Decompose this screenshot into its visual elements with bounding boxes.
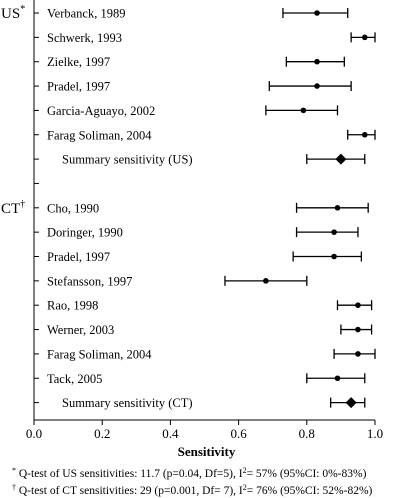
group-label-marker: * (20, 4, 25, 15)
x-tick-label: 1.0 (367, 426, 383, 441)
group-label: CT† (1, 199, 25, 217)
footnote-us-tail: = 57% (95%CI: 0%-83%) (246, 468, 367, 480)
footnote-ct: † Q-test of CT sensitivities: 29 (p=0.00… (12, 483, 372, 497)
point-estimate (331, 229, 337, 235)
study-label: Zielke, 1997 (47, 55, 110, 69)
point-estimate (361, 34, 368, 41)
summary-label: Summary sensitivity (US) (62, 153, 193, 167)
point-estimate (314, 10, 320, 16)
study-label: Rao, 1998 (47, 299, 98, 313)
x-tick-label: 0.4 (162, 426, 179, 441)
forest-plot: 0.0 0.2 0.4 0.6 0.8 1.0 Sensitivity US* Verbanck… (1, 0, 383, 459)
study-label: Doringer, 1990 (47, 226, 123, 240)
footnote-ct-superscript: 2 (242, 483, 247, 492)
group-label-text: CT (1, 201, 20, 217)
footnote-ct-text: Q-test of CT sensitivities: 29 (p=0.001,… (16, 485, 243, 497)
footnote-ct-tail: = 76% (95%CI: 52%-82%) (246, 485, 373, 497)
group-label: US* (1, 4, 25, 22)
point-estimate (331, 253, 337, 260)
study-label: Garcia-Aguayo, 2002 (47, 104, 155, 118)
x-tick-label: 0.0 (26, 426, 42, 441)
point-estimate (300, 107, 307, 114)
x-tick-label: 0.6 (230, 426, 247, 441)
x-tick-label: 0.8 (299, 426, 315, 441)
point-estimate (355, 326, 361, 333)
footnote-ct-marker: † (12, 483, 16, 492)
study-label: Verbanck, 1989 (47, 7, 125, 21)
point-estimate (334, 205, 341, 211)
x-axis-label: Sensitivity (178, 444, 236, 459)
study-label: Schwerk, 1993 (47, 31, 122, 45)
study-label: Farag Soliman, 2004 (47, 347, 152, 361)
study-label: Pradel, 1997 (47, 80, 110, 94)
point-estimate (263, 278, 269, 284)
study-label: Werner, 2003 (47, 323, 114, 337)
point-estimate (314, 58, 320, 65)
point-estimate (334, 375, 341, 382)
point-estimate (355, 351, 361, 357)
group-label-text: US (1, 6, 20, 22)
footnote-us: * Q-test of US sensitivities: 11.7 (p=0.… (12, 466, 366, 480)
summary-diamond (345, 397, 357, 409)
group-label-marker: † (20, 199, 25, 210)
study-label: Pradel, 1997 (47, 250, 110, 264)
x-tick-label: 0.2 (94, 426, 110, 441)
point-estimate (314, 83, 320, 89)
footnote-us-superscript: 2 (242, 466, 247, 475)
study-label: Tack, 2005 (47, 372, 102, 386)
summary-label: Summary sensitivity (CT) (62, 396, 193, 410)
footnote-us-marker: * (12, 466, 16, 475)
point-estimate (361, 131, 368, 138)
footnote-us-text: Q-test of US sensitivities: 11.7 (p=0.04… (16, 468, 243, 480)
study-label: Stefansson, 1997 (47, 274, 132, 288)
study-label: Cho, 1990 (47, 201, 99, 215)
point-estimate (355, 302, 361, 309)
summary-diamond (335, 153, 347, 165)
study-label: Farag Soliman, 2004 (47, 128, 152, 142)
